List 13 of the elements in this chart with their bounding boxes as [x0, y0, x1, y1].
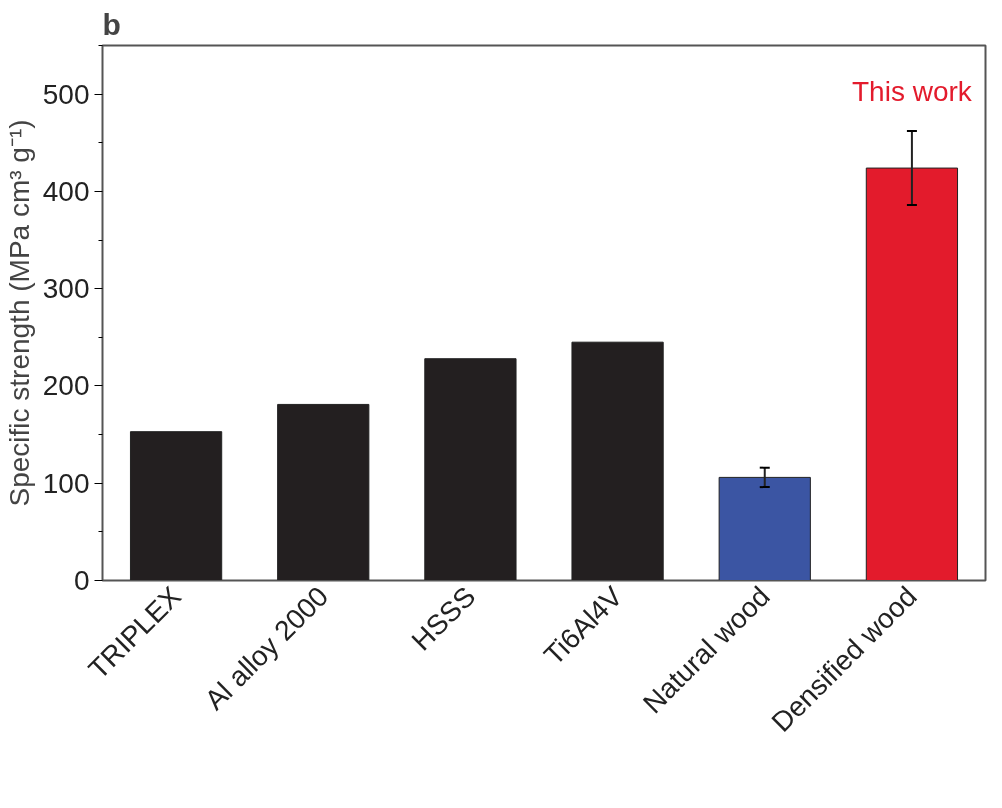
y-tick-label: 500: [42, 78, 90, 110]
annotation: This work: [852, 75, 973, 107]
bar: [571, 341, 664, 581]
bar: [129, 431, 223, 581]
y-tick-label: 100: [42, 467, 90, 499]
chart-title: b: [102, 7, 121, 41]
y-tick-label: 0: [73, 565, 90, 596]
y-axis-title: Specific strength (MPa cm³ g⁻¹): [3, 119, 35, 507]
bar: [424, 358, 517, 581]
y-tick-label: 300: [42, 273, 90, 305]
y-tick-label: 400: [42, 175, 90, 207]
bar: [277, 403, 370, 581]
y-tick-label: 200: [42, 370, 90, 402]
